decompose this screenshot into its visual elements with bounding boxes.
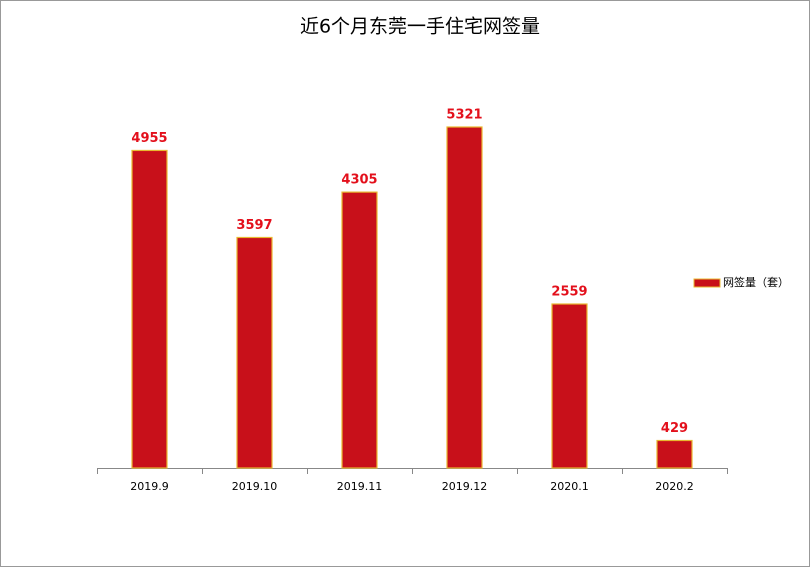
chart-title: 近6个月东莞一手住宅网签量 <box>300 16 540 38</box>
x-tick-label: 2019.11 <box>337 480 383 493</box>
data-label: 2559 <box>551 285 587 300</box>
legend-swatch <box>693 278 721 288</box>
x-tick-label: 2019.9 <box>130 480 169 493</box>
data-label: 3597 <box>236 218 272 233</box>
bar <box>656 439 693 469</box>
legend-label: 网签量（套） <box>723 275 789 289</box>
data-label: 429 <box>661 421 688 436</box>
x-tick-label: 2019.10 <box>232 480 278 493</box>
bar <box>131 149 168 469</box>
x-tick-label: 2020.1 <box>550 480 589 493</box>
bar <box>551 303 588 469</box>
bar <box>446 126 483 469</box>
x-tick-label: 2019.12 <box>442 480 488 493</box>
data-label: 5321 <box>446 108 482 123</box>
data-label: 4955 <box>131 131 167 146</box>
x-tick-label: 2020.2 <box>655 480 694 493</box>
bar <box>236 236 273 469</box>
bar <box>341 191 378 469</box>
data-label: 4305 <box>341 173 377 188</box>
